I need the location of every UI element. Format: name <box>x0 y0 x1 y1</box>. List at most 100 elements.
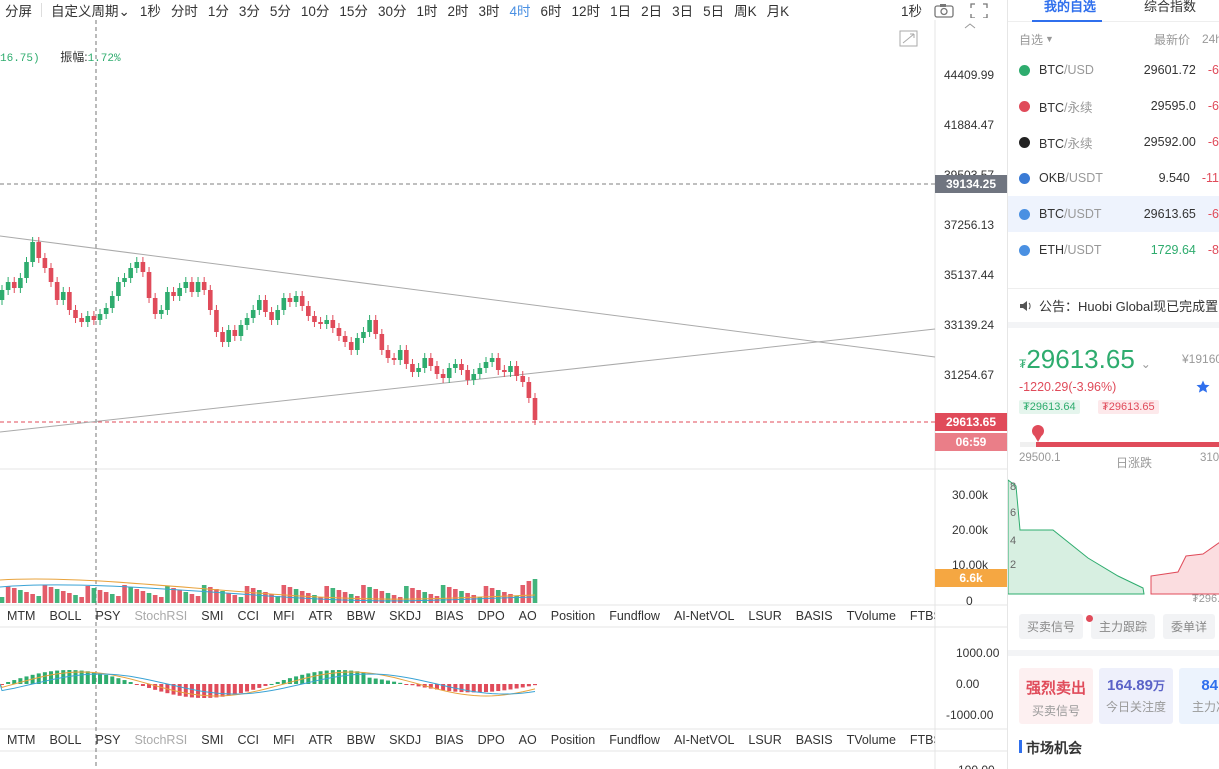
indicator-tab[interactable]: CCI <box>237 609 260 623</box>
period-2[interactable]: 1分 <box>207 4 229 19</box>
chart-area[interactable]: 44409.9941884.4739503.5737256.1335137.44… <box>0 20 1007 769</box>
indicator-tab[interactable]: TVolume <box>846 609 896 623</box>
indicator-tab[interactable]: BIAS <box>435 609 464 623</box>
indicator-tab[interactable]: Fundflow <box>609 733 660 747</box>
indicator-tab[interactable]: PSY <box>95 733 121 747</box>
period-4[interactable]: 5分 <box>269 4 291 19</box>
tab-composite-index[interactable]: 综合指数 <box>1144 0 1197 14</box>
expand-icon[interactable] <box>899 30 918 47</box>
indicator-tab[interactable]: AI-NetVOL <box>673 609 735 623</box>
indicator-tab[interactable]: MFI <box>273 733 295 747</box>
indicator-tab[interactable]: Fundflow <box>609 609 660 623</box>
indicator-tab[interactable]: BBW <box>346 733 376 747</box>
custom-period-dropdown[interactable]: 自定义周期⌄ <box>46 0 135 20</box>
macd-bar <box>122 680 127 684</box>
indicator-tab[interactable]: SKDJ <box>389 733 422 747</box>
indicator-tab[interactable]: BOLL <box>49 609 82 623</box>
camera-icon[interactable] <box>933 2 955 18</box>
period-14[interactable]: 1日 <box>610 4 632 19</box>
period-12[interactable]: 6时 <box>540 4 562 19</box>
indicator-tab[interactable]: MTM <box>7 733 36 747</box>
period-3[interactable]: 3分 <box>238 4 260 19</box>
indicator-tab[interactable]: TVolume <box>846 733 896 747</box>
period-8[interactable]: 1时 <box>416 4 438 19</box>
pair-change: -6 <box>1207 63 1219 77</box>
indicator-tab[interactable]: StochRSI <box>134 609 188 623</box>
range-high: 310 <box>1200 452 1219 464</box>
depth-chart[interactable]: 8 6 4 2 ₮296. <box>1008 468 1219 608</box>
period-5[interactable]: 10分 <box>300 4 330 19</box>
signal-pill[interactable]: 买卖信号 <box>1019 614 1084 639</box>
indicator-tab[interactable]: MTM <box>7 609 36 623</box>
trendline-upper[interactable] <box>0 235 936 358</box>
right-period-button[interactable]: 1秒 <box>901 4 923 19</box>
indicator-tab[interactable]: SKDJ <box>389 609 422 623</box>
favorite-star-icon[interactable] <box>1196 380 1210 394</box>
macd-bar <box>116 678 121 684</box>
tab-my-watchlist[interactable]: 我的自选 <box>1044 0 1097 14</box>
indicator-tab[interactable]: FTBS <box>909 609 935 623</box>
indicator-tab[interactable]: SMI <box>201 733 224 747</box>
period-18[interactable]: 周K <box>734 4 757 19</box>
period-1[interactable]: 分时 <box>170 4 198 19</box>
macd-bar <box>392 681 397 684</box>
indicator-tab[interactable]: AO <box>518 609 537 623</box>
signal-pill[interactable]: 主力跟踪 <box>1091 614 1156 639</box>
indicator-tab[interactable]: BIAS <box>435 733 464 747</box>
period-0[interactable]: 1秒 <box>139 4 161 19</box>
macd-group <box>0 670 537 698</box>
indicator-tab[interactable]: Position <box>550 733 596 747</box>
watchlist-row[interactable]: BTC/永续 29592.00 -6 <box>1008 124 1219 160</box>
period-15[interactable]: 2日 <box>641 4 663 19</box>
indicator-tab[interactable]: LSUR <box>748 733 782 747</box>
candle-body <box>397 350 403 360</box>
toolbar-divider <box>41 3 42 17</box>
indicator-tab[interactable]: AI-NetVOL <box>673 733 735 747</box>
indicator-tab[interactable]: BASIS <box>795 609 833 623</box>
collapse-chevron-icon[interactable] <box>964 23 976 29</box>
watchlist: BTC/USD 29601.72 -6 BTC/永续 29595.0 -6 BTC/永续 29… <box>1008 52 1219 268</box>
fullscreen-icon[interactable] <box>969 2 989 18</box>
period-7[interactable]: 30分 <box>377 4 407 19</box>
period-17[interactable]: 5日 <box>703 4 725 19</box>
period-6[interactable]: 15分 <box>339 4 368 19</box>
signal-card[interactable]: 强烈卖出 买卖信号 <box>1019 668 1093 724</box>
indicator-tab[interactable]: DPO <box>477 609 505 623</box>
indicator-tab[interactable]: MFI <box>273 609 295 623</box>
indicator-tab[interactable]: AO <box>518 733 537 747</box>
watchlist-row[interactable]: ETH/USDT 1729.64 -8 <box>1008 232 1219 268</box>
kline-chart[interactable]: 44409.9941884.4739503.5737256.1335137.44… <box>0 20 1007 769</box>
indicator-tab[interactable]: ATR <box>308 609 333 623</box>
indicator-tab[interactable]: FTBS <box>909 733 935 747</box>
watchlist-row[interactable]: OKB/USDT 9.540 -11 <box>1008 160 1219 196</box>
indicator-tab[interactable]: PSY <box>95 609 121 623</box>
period-16[interactable]: 3日 <box>672 4 694 19</box>
period-10[interactable]: 3时 <box>478 4 500 19</box>
indicator-tab[interactable]: DPO <box>477 733 505 747</box>
signal-card[interactable]: 164.89万 今日关注度 <box>1099 668 1173 724</box>
header-watchlist[interactable]: 自选 <box>1019 32 1044 47</box>
signal-card[interactable]: 84.3 主力净流 <box>1179 668 1219 724</box>
watchlist-row[interactable]: BTC/USD 29601.72 -6 <box>1008 52 1219 88</box>
watchlist-row[interactable]: BTC/永续 29595.0 -6 <box>1008 88 1219 124</box>
indicator-tab[interactable]: BOLL <box>49 733 82 747</box>
fullscreen-button[interactable]: 分屏 <box>5 4 32 19</box>
header-24h[interactable]: 24h <box>1201 32 1219 46</box>
indicator-tab[interactable]: Position <box>550 609 596 623</box>
indicator-tab[interactable]: BBW <box>346 609 376 623</box>
period-11[interactable]: 4时 <box>509 4 531 19</box>
period-13[interactable]: 12时 <box>571 4 601 19</box>
chevron-down-icon[interactable]: ⌄ <box>1140 357 1151 371</box>
indicator-tab[interactable]: LSUR <box>748 609 782 623</box>
header-last-price[interactable]: 最新价 <box>1153 32 1190 47</box>
indicator-tab[interactable]: CCI <box>237 733 260 747</box>
indicator-tab[interactable]: BASIS <box>795 733 833 747</box>
indicator-tab[interactable]: SMI <box>201 609 224 623</box>
announcement-bar[interactable]: 公告：Huobi Global现已完成置 <box>1008 288 1219 328</box>
indicator-tab[interactable]: ATR <box>308 733 333 747</box>
period-19[interactable]: 月K <box>766 4 790 19</box>
signal-pill[interactable]: 委单详 <box>1163 614 1216 639</box>
indicator-tab[interactable]: StochRSI <box>134 733 188 747</box>
period-9[interactable]: 2时 <box>447 4 469 19</box>
watchlist-row[interactable]: BTC/USDT 29613.65 -6 <box>1008 196 1219 232</box>
